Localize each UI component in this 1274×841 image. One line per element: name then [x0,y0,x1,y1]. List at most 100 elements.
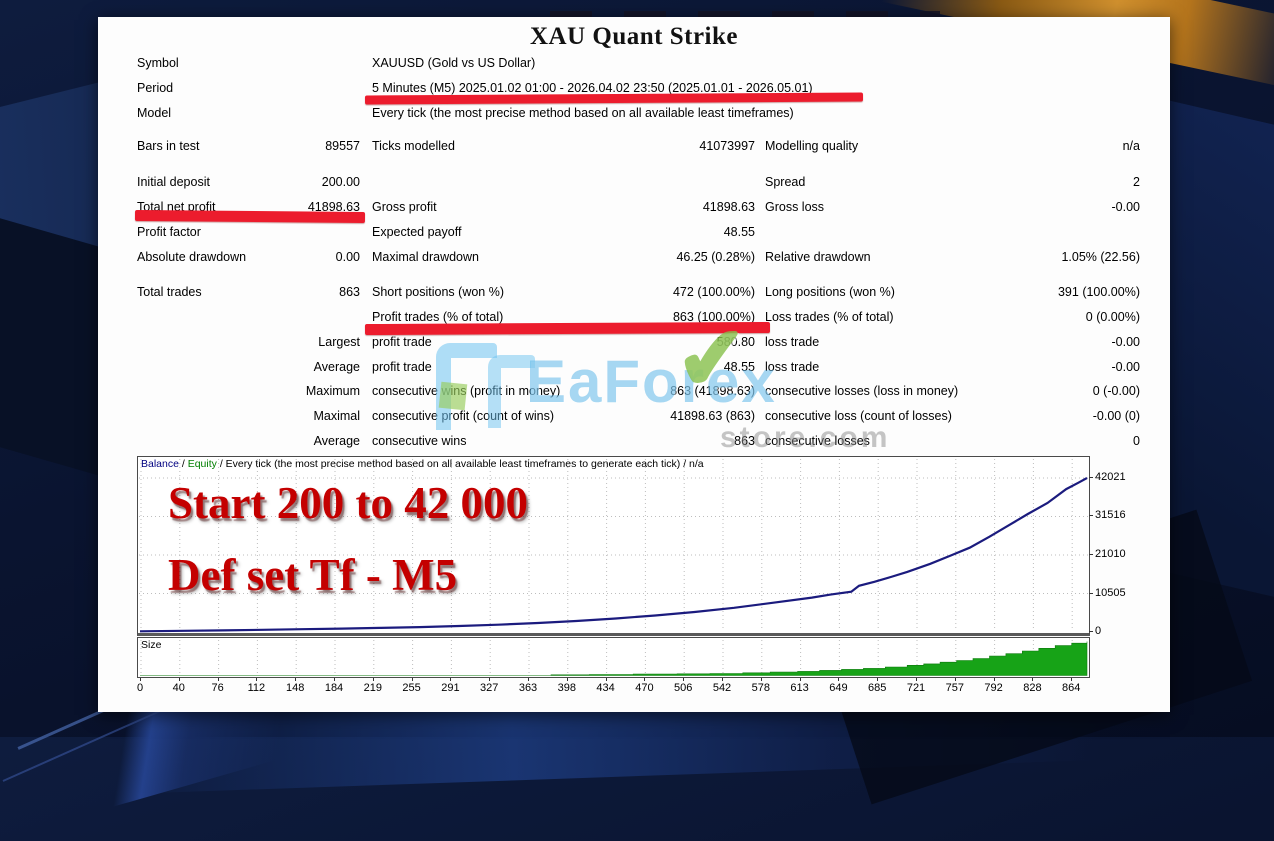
y-axis-tick [1089,554,1093,555]
row-value [1020,224,1140,240]
row-value: 41898.63 [307,200,360,214]
report-row: Initial deposit 200.00 Spread 2 [137,174,1140,190]
row-value [265,224,360,240]
row-value: 863 (100.00%) [672,310,755,324]
x-axis-tick [217,678,219,681]
row-value: 0 (-0.00) [1092,384,1140,398]
x-axis-label: 363 [518,682,538,694]
row-value: 89557 [325,139,360,153]
row-label [755,224,1020,240]
row-value: 2 [1133,175,1140,189]
x-axis-label: 255 [402,682,421,694]
x-axis-tick [1032,678,1034,681]
x-axis-tick [605,678,607,681]
row-value: Average [313,360,360,374]
x-axis-tick [877,678,879,681]
row-label: Period [137,81,174,95]
row-label: Loss trades (% of total) [765,310,894,324]
row-label: Short positions (won %) [372,285,505,299]
x-axis-label: 542 [712,682,732,694]
row-label: profit trade [372,335,432,349]
x-axis-label: 434 [596,682,615,694]
x-axis-label: 649 [829,682,848,694]
size-chart: Size [137,637,1090,678]
x-axis-tick [1071,678,1073,681]
x-axis-label: 685 [868,682,887,694]
x-axis-label: 112 [247,682,266,694]
report-row: Average profit trade 48.55 loss trade -0.00 [137,359,1140,375]
x-axis-tick [140,678,141,681]
x-axis-tick [372,678,374,681]
row-label: consecutive loss (count of losses) [765,409,952,423]
x-axis-tick [838,678,840,681]
highlight-underline-period [364,92,864,105]
x-axis-tick [644,678,646,681]
x-axis-label: 721 [906,682,926,694]
row-value: 863 (41898.63) [670,384,755,398]
row-value: 41073997 [699,139,755,153]
y-axis-tick [1089,592,1093,594]
row-label: profit trade [372,360,432,374]
row-value [1020,55,1140,71]
report-row: Maximal consecutive profit (count of wins… [137,408,1140,424]
row-label: Maximal drawdown [372,250,479,264]
row-value: 580.80 [716,335,755,349]
row-label: consecutive wins [372,434,467,448]
x-axis-tick [178,678,180,681]
legend-equity: Equity [187,458,217,470]
row-label [137,334,265,350]
row-label: Initial deposit [137,175,210,189]
x-axis-tick [295,678,297,681]
row-value: -0.00 [1111,200,1141,214]
x-axis-label: 327 [480,682,499,694]
x-axis-tick [489,678,491,681]
row-label: consecutive wins (profit in money) [372,384,561,398]
row-label: consecutive losses [765,434,870,448]
x-axis-label: 184 [324,682,344,694]
row-value [1020,105,1140,121]
x-axis-tick [566,678,568,681]
row-label: Gross loss [765,200,825,214]
x-axis-tick [993,678,995,681]
report-row: Period 5 Minutes (M5) 2025.01.02 01:00 - … [137,80,1140,96]
x-axis-label: 613 [790,682,809,694]
row-value: Maximum [305,384,360,398]
row-value: -0.00 (0) [1092,409,1140,423]
row-value: 391 (100.00%) [1057,285,1140,299]
watermark-brand: EaForex [526,348,777,415]
x-axis-label: 76 [211,682,224,694]
x-axis-label: 578 [751,682,770,694]
row-value: 48.55 [723,225,755,239]
report-row: Average consecutive wins 863 consecutive lo… [137,433,1140,449]
row-label: Symbol [137,56,179,70]
row-value [634,105,755,121]
y-axis-label: 0 [1095,625,1102,637]
y-axis-label: 21010 [1095,548,1126,560]
row-label: Spread [765,175,806,189]
row-value: 1.05% (22.56) [1061,250,1140,264]
row-label [137,433,265,449]
x-axis-label: 0 [136,682,144,694]
annotation-def-set: Def set Tf - M5 [168,550,458,600]
legend-model-text: / Every tick (the most precise method ba… [216,458,704,470]
row-value: Maximal [313,409,360,423]
row-value [1020,80,1140,96]
row-label: Modelling quality [765,139,859,153]
x-axis-label: 398 [557,682,576,694]
row-label [137,408,265,424]
size-label: Size [141,639,162,651]
y-axis-label: 42021 [1095,471,1126,483]
x-axis-label: 506 [674,682,693,694]
row-label: loss trade [765,335,820,349]
x-axis-label: 828 [1023,682,1042,694]
x-axis-label: 757 [945,682,964,694]
row-value [634,55,755,71]
balance-chart: Balance / Equity / Every tick (the most … [137,456,1090,636]
row-value [265,80,360,96]
row-label: Every tick (the most precise method base… [372,106,794,120]
row-label: Expected payoff [372,225,462,239]
row-label: consecutive profit (count of wins) [372,409,555,423]
size-bars [140,640,1088,676]
row-label [137,309,265,325]
row-label: Bars in test [137,139,200,153]
